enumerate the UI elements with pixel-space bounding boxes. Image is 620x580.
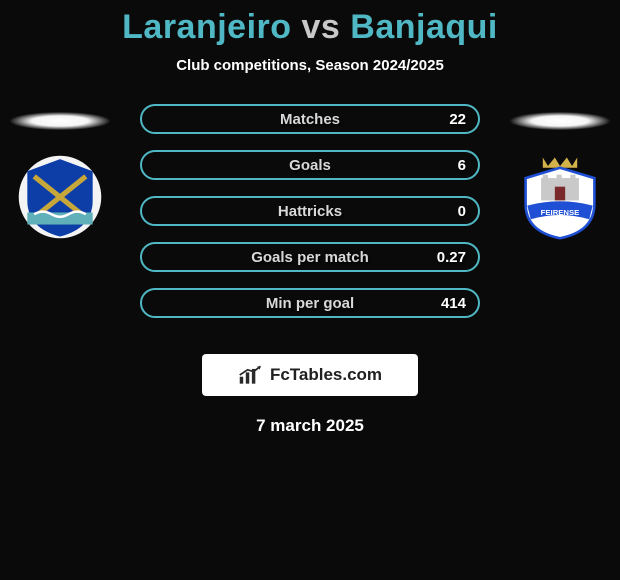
- stat-value: 0.27: [437, 249, 466, 266]
- stat-row-goals-per-match: Goals per match 0.27: [140, 242, 480, 272]
- spotlight-right: [510, 112, 610, 130]
- stat-row-matches: Matches 22: [140, 104, 480, 134]
- stat-value: 0: [458, 203, 466, 220]
- stat-row-goals: Goals 6: [140, 150, 480, 180]
- main-panel: FEIRENSE Matches 22 Goals 6 Hattricks 0 …: [0, 104, 620, 344]
- player2-name: Banjaqui: [350, 8, 498, 46]
- branding-text: FcTables.com: [270, 365, 382, 385]
- stats-list: Matches 22 Goals 6 Hattricks 0 Goals per…: [140, 104, 480, 334]
- stat-value: 6: [458, 157, 466, 174]
- bar-chart-icon: [238, 364, 264, 386]
- branding-badge[interactable]: FcTables.com: [202, 354, 418, 396]
- stat-value: 414: [441, 295, 466, 312]
- svg-text:FEIRENSE: FEIRENSE: [541, 208, 580, 217]
- stat-label: Min per goal: [142, 295, 478, 312]
- match-date: 7 march 2025: [0, 416, 620, 436]
- stat-row-hattricks: Hattricks 0: [140, 196, 480, 226]
- stat-label: Matches: [142, 111, 478, 128]
- club-crest-right: FEIRENSE: [517, 154, 603, 240]
- club-crest-left: [17, 154, 103, 240]
- stat-label: Goals per match: [142, 249, 478, 266]
- player1-name: Laranjeiro: [122, 8, 291, 46]
- stat-row-min-per-goal: Min per goal 414: [140, 288, 480, 318]
- stat-value: 22: [449, 111, 466, 128]
- season-subtitle: Club competitions, Season 2024/2025: [0, 57, 620, 74]
- spotlight-left: [10, 112, 110, 130]
- stat-label: Goals: [142, 157, 478, 174]
- widget-root: Laranjeiro vs Banjaqui Club competitions…: [0, 0, 620, 436]
- comparison-title: Laranjeiro vs Banjaqui: [0, 8, 620, 47]
- stat-label: Hattricks: [142, 203, 478, 220]
- vs-separator: vs: [301, 8, 340, 46]
